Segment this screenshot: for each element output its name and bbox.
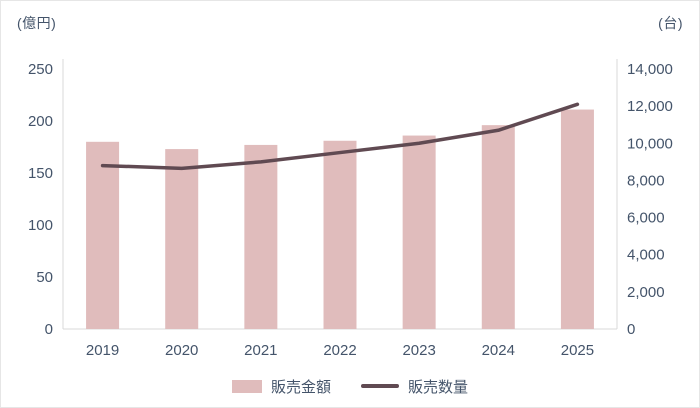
x-tick-label-2022: 2022 xyxy=(323,342,356,359)
right-axis-title: (台) xyxy=(658,15,683,31)
x-tick-label-2023: 2023 xyxy=(402,342,435,359)
x-tick-label-2019: 2019 xyxy=(86,342,119,359)
right-axis-tick-label: 14,000 xyxy=(627,61,673,78)
right-axis-tick-label: 8,000 xyxy=(627,172,665,189)
x-tick-label-2024: 2024 xyxy=(482,342,515,359)
right-axis-tick-label: 6,000 xyxy=(627,210,665,227)
x-tick-label-2025: 2025 xyxy=(561,342,594,359)
legend: 販売金額 販売数量 xyxy=(1,375,699,397)
bar-2020 xyxy=(165,149,199,329)
right-axis-tick-label: 2,000 xyxy=(627,284,665,301)
legend-label-sales-amount: 販売金額 xyxy=(270,378,331,396)
sales-quantity-line xyxy=(100,102,580,171)
left-axis-title: (億円) xyxy=(17,15,57,31)
x-tick-label-2021: 2021 xyxy=(244,342,277,359)
bar-series-swatch-icon xyxy=(231,379,262,393)
bar-2021 xyxy=(244,144,278,329)
right-axis-tick-label: 10,000 xyxy=(627,135,673,152)
right-axis-tick-label: 4,000 xyxy=(627,247,665,264)
left-axis-tick-label: 200 xyxy=(28,113,53,130)
right-axis-tick-label: 12,000 xyxy=(627,98,673,115)
bar-2024 xyxy=(481,125,515,329)
x-tick-label-2020: 2020 xyxy=(165,342,198,359)
legend-item-sales-amount: 販売金額 xyxy=(231,376,331,397)
legend-label-sales-quantity: 販売数量 xyxy=(408,378,469,396)
left-axis-tick-label: 50 xyxy=(36,269,53,286)
left-axis-tick-label: 250 xyxy=(28,61,53,78)
left-axis-tick-label: 150 xyxy=(28,165,53,182)
bar-2023 xyxy=(402,135,436,329)
right-axis-tick-label: 0 xyxy=(627,321,635,338)
line-series-swatch-icon xyxy=(361,384,399,388)
bar-2025 xyxy=(560,109,594,329)
left-axis-tick-label: 0 xyxy=(45,321,53,338)
left-axis-tick-label: 100 xyxy=(28,217,53,234)
bar-2019 xyxy=(86,141,120,329)
combo-chart: 0 50 100 150 200 250 0 2,000 4,000 6,000 8,000 10,0… xyxy=(28,59,673,359)
bar-2022 xyxy=(323,140,357,329)
legend-item-sales-quantity: 販売数量 xyxy=(361,376,468,397)
